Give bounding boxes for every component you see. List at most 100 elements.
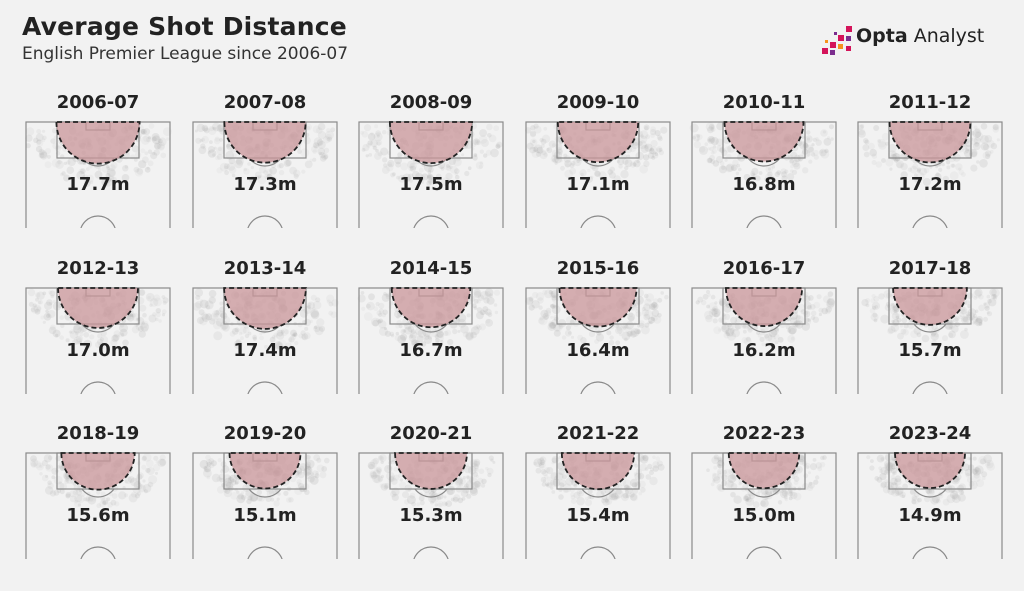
shot-dot [372,319,379,327]
shot-dot [311,307,316,311]
season-panel: 2015-16 16.4m [515,258,681,418]
shot-dot [760,500,766,507]
shot-dot [931,339,937,345]
shot-dot [244,491,254,500]
shot-dot [420,180,425,184]
shot-dot [366,303,371,309]
shot-dot [307,305,311,309]
shot-dot [823,138,832,146]
shot-dot [751,167,759,175]
shot-dot [869,465,875,471]
shot-dot [551,293,556,298]
shot-dot [236,490,240,494]
shot-dot [783,495,788,500]
shot-dot [996,138,1000,142]
shot-dot [890,477,898,485]
shot-dot [914,176,921,184]
shot-dot [129,313,134,317]
shot-dot [119,328,128,337]
shot-dot [124,480,128,484]
shot-dot [651,314,658,322]
shot-dot [297,483,305,490]
shot-dot [213,313,220,320]
shot-dot [390,459,395,465]
shot-dot [285,342,292,350]
shot-dot [317,122,326,131]
shot-dot [983,143,990,151]
shot-dot [530,125,536,131]
shot-dot [631,141,639,150]
shot-dot [478,135,488,144]
shot-dot [708,136,715,143]
shot-dot [888,150,897,159]
season-label: 2009-10 [556,92,640,113]
shot-dot [631,482,638,488]
shot-dot [312,157,317,162]
shot-dot [278,163,284,169]
shot-dot [897,332,904,340]
shot-dot [80,492,86,497]
shot-dot [226,143,231,148]
shot-dot [360,291,365,295]
shot-dot [732,323,740,331]
shot-dot [383,163,388,168]
shot-dot [145,459,154,468]
shot-dot [793,320,801,327]
shot-dot [974,465,984,475]
shot-dot [860,124,865,129]
average-distance-zone [60,452,136,491]
shot-dot [33,137,39,143]
shot-dot [896,162,903,169]
shot-dot [38,299,43,305]
centre-circle-arc [580,381,616,394]
shot-dot [710,482,715,487]
shot-dot [216,476,222,482]
shot-dot [713,465,718,470]
shot-dot [381,312,387,318]
shot-dot [484,308,492,316]
shot-dot [917,167,922,172]
shot-dot [861,299,869,307]
shot-dot [639,135,648,144]
shot-dot [212,320,222,330]
pitch-diagram [25,287,171,394]
shot-dot [570,492,575,497]
shot-dot [240,494,247,501]
shot-dot [974,142,980,147]
shot-dot [72,482,77,486]
shot-dot [152,312,157,317]
shot-dot [146,467,155,476]
shot-dot [395,324,400,329]
shot-dot [373,306,379,312]
shot-dot [309,158,313,163]
shot-dot [655,456,661,461]
shot-dot [208,458,215,464]
shot-dot [204,300,214,310]
shot-dot [624,490,630,495]
shot-dot [313,454,321,461]
shot-dot [815,462,823,469]
shot-dot [46,154,51,159]
shot-dot [754,175,761,182]
shot-dot [199,317,208,326]
shot-dot [795,315,804,324]
shot-dot [785,483,791,490]
shot-dot [532,291,539,299]
shot-dot [758,171,763,175]
shot-dot [360,130,364,135]
shot-dot [198,146,207,155]
shot-dot [657,136,663,142]
opta-analyst-wordmark: Opta Analyst [856,25,984,47]
shot-dot [553,316,559,322]
shot-dot [790,164,794,169]
shot-dot [808,481,813,486]
shot-dot [544,309,551,317]
shot-dot [801,149,811,158]
shot-dot [552,143,556,147]
shot-dot [974,318,983,327]
shot-dot [660,126,668,134]
shot-dot [644,126,649,131]
shot-dot [43,312,52,321]
shot-dot [799,454,805,460]
average-distance-zone [725,287,803,327]
